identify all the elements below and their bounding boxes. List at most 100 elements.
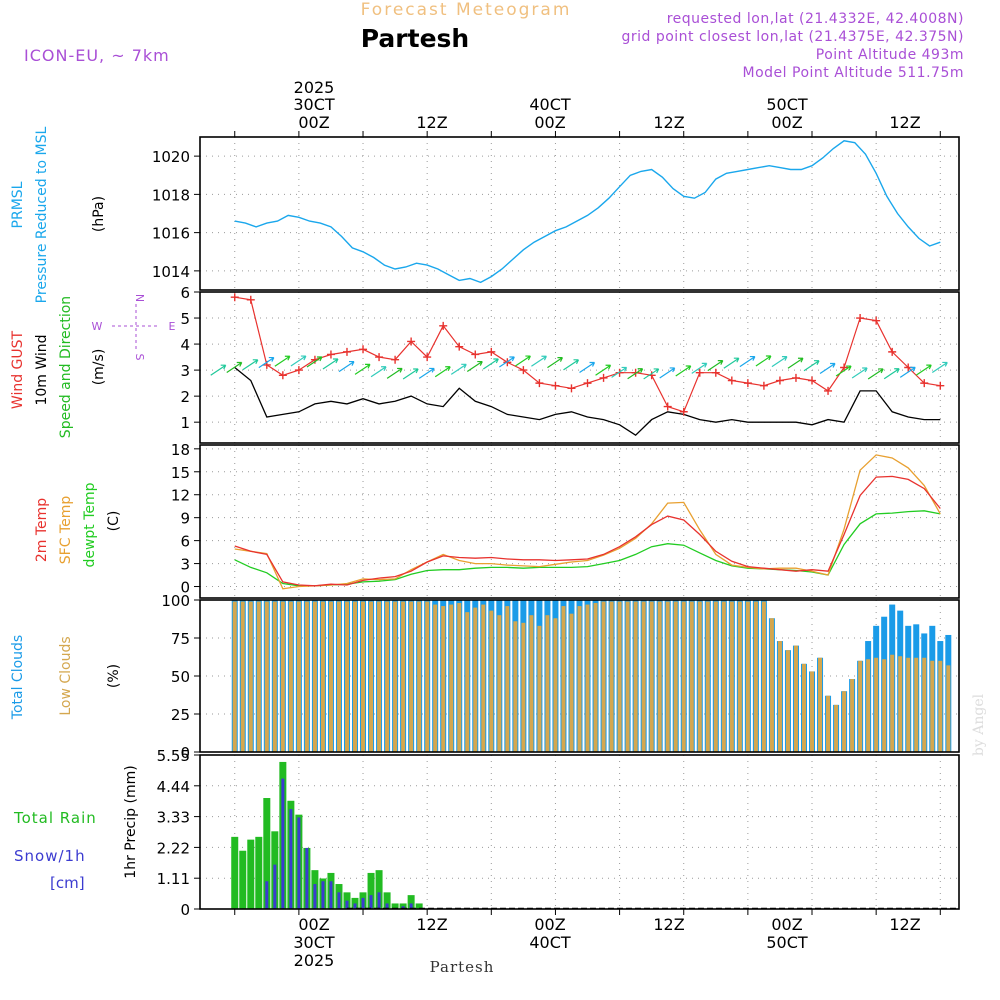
gust-point [455,342,464,351]
low-cloud-bar [320,601,325,752]
low-cloud-bar [425,601,430,752]
gridpoint-coords: grid point closest lon,lat (21.4375E, 42… [621,29,964,45]
low-cloud-bar [344,601,349,752]
top-hour-6: 12Z [889,113,920,132]
label-prmsl: PRMSL [10,181,26,228]
low-cloud-bar [232,601,237,752]
low-cloud-bar [513,621,518,752]
gust-series-line [234,296,941,413]
low-cloud-bar [401,601,406,752]
low-cloud-bar [946,665,951,752]
low-cloud-bar [489,610,494,752]
snow-bar [305,847,309,909]
low-cloud-bar [922,657,927,752]
gust-point [791,373,800,382]
gust-point [872,316,881,325]
wind-direction-arrow [707,360,724,372]
low-cloud-bar [505,606,510,752]
wind-direction-arrow [322,358,339,370]
label-c: (C) [106,511,122,532]
bottom-hour-2: 12Z [416,915,447,934]
low-cloud-bar [457,603,462,752]
low-cloud-bar [336,601,341,752]
gust-point [856,314,865,323]
y-tick-label: 2.22 [157,839,190,857]
wind-direction-arrow [418,367,435,379]
snow-bar [313,884,317,909]
low-cloud-bar [393,601,398,752]
wind-direction-arrow [547,356,563,369]
gust-point [695,368,704,377]
panel-frame [199,754,960,910]
low-cloud-bar [529,615,534,752]
rain-bar [263,798,271,909]
top-hour-4: 12Z [653,113,684,132]
low-cloud-bar [521,622,526,752]
low-cloud-bar [769,618,774,752]
wind-direction-arrow [659,367,676,379]
low-cloud-bar [681,601,686,752]
low-cloud-bar [256,601,261,752]
low-cloud-bar [713,601,718,752]
top-day-3: 50CT [766,95,808,114]
low-cloud-bar [633,601,638,752]
wind-direction-arrow [499,356,515,368]
low-cloud-bar [810,671,815,752]
footer-location: Partesh [430,958,495,976]
wind-direction-arrow [531,355,547,367]
bottom-hour-6: 12Z [889,915,920,934]
low-cloud-bar [753,601,758,752]
low-cloud-bar [761,601,766,752]
panel-pressure: 1014 1016 1018 1020 [152,136,960,291]
gust-point [439,321,448,330]
gust-point [230,293,239,302]
low-cloud-bar [385,601,390,752]
wind-direction-arrow [290,355,307,367]
bottom-hour-5: 00Z [771,915,802,934]
low-cloud-bar [593,603,598,752]
wind-direction-arrow [915,364,932,376]
low-cloud-bar [665,601,670,752]
wind-direction-arrow [931,361,948,373]
snow-bar [321,881,325,909]
rain-bar [383,892,391,909]
panel-cloud: 0 25 50 75 100 [161,592,960,762]
wind-direction-arrow [675,365,692,377]
gust-point [743,379,752,388]
low-cloud-bar [673,601,678,752]
label-total-rain: Total Rain [13,809,97,827]
y-tick-label: 4.44 [157,778,190,796]
low-cloud-bar [818,657,823,752]
bottom-day-1: 30CT [293,933,335,952]
credit: by Angel [971,693,987,756]
y-tick-label: 1 [180,414,190,432]
bottom-day-3: 50CT [766,933,808,952]
gust-point [727,376,736,385]
low-cloud-bar [473,607,478,752]
snow-bar [361,897,365,909]
wind-direction-arrow [643,368,660,380]
wind-direction-arrow [867,368,884,380]
label-sfc: SFC Temp [58,496,74,565]
y-tick-label: 15 [171,464,190,482]
wind-direction-arrow [386,367,403,379]
gust-point [663,402,672,411]
low-cloud-bar [842,691,847,752]
label-precip: 1hr Precip (mm) [123,765,139,878]
low-cloud-bar [657,601,662,752]
low-cloud-bar [801,663,806,752]
y-tick-label: 5 [180,310,190,328]
y-tick-label: 4 [180,336,190,354]
snow-bar [409,903,413,909]
panel-temp: 0 3 6 9 12 15 18 [171,441,960,599]
low-cloud-bar [850,679,855,752]
y-tick-label: 1018 [152,186,190,204]
low-cloud-bar [417,601,422,752]
panel-wind: 1 2 3 4 5 6 [180,284,960,444]
bottom-hour-1: 00Z [298,915,329,934]
top-hour-2: 12Z [416,113,447,132]
low-cloud-bar [240,601,245,752]
rain-bar [231,836,239,909]
y-tick-label: 9 [180,510,190,528]
